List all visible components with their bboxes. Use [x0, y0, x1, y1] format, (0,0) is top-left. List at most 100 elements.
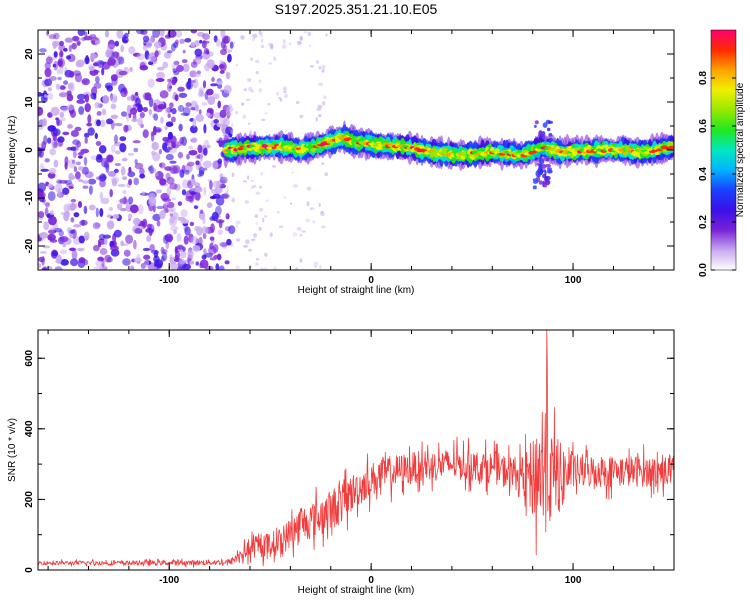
spectrogram-noise-cell	[182, 263, 192, 270]
spectrogram-noise-cell	[273, 266, 277, 270]
spectrogram-noise-cell	[148, 196, 157, 207]
spectrogram-noise-cell	[174, 94, 179, 102]
spectrogram-noise-cell	[168, 85, 172, 89]
spectrogram-noise-cell	[194, 187, 203, 193]
spectrogram-noise-cell	[201, 254, 207, 260]
spectrogram-noise-cell	[230, 129, 234, 135]
spectrogram-noise-cell	[84, 93, 90, 103]
spectrogram-noise-cell	[265, 199, 270, 203]
spectrogram-noise-cell	[128, 178, 133, 186]
spectrogram-noise-cell	[107, 170, 117, 177]
spectrogram-noise-cell	[184, 226, 191, 236]
spectrogram-noise-cell	[227, 53, 232, 63]
spectrogram-noise-cell	[127, 171, 136, 178]
spectrogram-broadband-cell	[538, 163, 541, 171]
spectrogram-noise-cell	[203, 123, 207, 134]
spectrogram-noise-cell	[74, 126, 82, 132]
spectrogram-noise-cell	[318, 114, 322, 118]
spectrogram-noise-cell	[39, 250, 47, 254]
spectrogram-noise-cell	[216, 180, 222, 189]
spectrogram-noise-cell	[88, 66, 95, 72]
spectrogram-noise-cell	[40, 191, 46, 199]
spectrogram-noise-cell	[171, 197, 176, 201]
spectrogram-noise-cell	[195, 261, 199, 266]
spectrogram-noise-cell	[142, 247, 151, 252]
spectrogram-noise-cell	[120, 166, 126, 176]
x-tick-label: 0	[368, 275, 374, 286]
spectrogram-noise-cell	[104, 30, 110, 38]
spectrogram-noise-cell	[192, 73, 202, 77]
spectrogram-noise-cell	[129, 67, 133, 72]
spectrogram-noise-cell	[258, 226, 262, 231]
spectrogram-noise-cell	[118, 56, 125, 65]
spectrogram-noise-cell	[75, 161, 81, 166]
spectrogram-noise-cell	[59, 249, 68, 255]
spectrogram-noise-cell	[84, 132, 90, 138]
spectrogram-noise-cell	[180, 112, 190, 116]
spectrogram-noise-cell	[162, 197, 172, 203]
spectrogram-noise-cell	[92, 69, 100, 74]
spectrogram-noise-cell	[105, 49, 112, 58]
spectrogram-noise-cell	[68, 175, 76, 180]
spectrogram-noise-cell	[82, 185, 89, 189]
spectrogram-noise-cell	[49, 210, 54, 216]
spectrogram-noise-cell	[170, 207, 176, 213]
spectrogram-noise-cell	[159, 162, 166, 169]
spectrogram-noise-cell	[261, 38, 264, 43]
spectrogram-noise-cell	[159, 210, 166, 220]
spectrogram-signal-cell	[300, 148, 307, 153]
spectrogram-noise-cell	[131, 118, 138, 123]
spectrogram-noise-cell	[153, 102, 157, 112]
spectrogram-noise-cell	[305, 218, 310, 223]
spectrogram-noise-cell	[318, 66, 322, 70]
spectrogram-noise-cell	[167, 30, 177, 38]
spectrogram-noise-cell	[178, 92, 188, 98]
spectrogram-noise-cell	[104, 238, 108, 246]
colorbar-ticks: 0.0 0.2 0.4 0.6 0.8	[698, 71, 736, 277]
spectrogram-noise-cell	[59, 85, 66, 90]
spectrogram-noise-cell	[76, 247, 85, 252]
spectrogram-noise-cell	[52, 63, 57, 68]
spectrogram-noise-cell	[87, 114, 92, 124]
spectrogram-noise-cell	[177, 104, 185, 113]
spectrogram-noise-cell	[174, 250, 181, 260]
spectrogram-noise-cell	[152, 152, 161, 162]
spectrogram-noise-cell	[216, 38, 221, 48]
spectrogram-signal-cell	[646, 148, 654, 151]
spectrogram-noise-cell	[228, 36, 231, 42]
spectrogram-noise-cell	[321, 64, 326, 70]
spectrogram-noise-cell	[320, 211, 325, 217]
spectrogram-noise-cell	[72, 70, 81, 76]
spectrogram-noise-cell	[206, 144, 211, 149]
colorbar-label: Normalized spectral amplitude	[735, 82, 746, 217]
spectrogram-noise-cell	[70, 198, 77, 203]
spectrogram-noise-cell	[264, 252, 268, 257]
spectrogram-noise-cell	[252, 33, 258, 39]
spectrogram-noise-cell	[142, 107, 148, 112]
spectrogram-noise-cell	[219, 109, 227, 118]
spectrogram-noise-cell	[160, 116, 164, 124]
spectrogram-noise-cell	[120, 111, 128, 117]
spectrogram-noise-cell	[92, 222, 101, 230]
spectrogram-noise-cell	[226, 106, 234, 113]
spectrogram-noise-cell	[219, 242, 228, 247]
spectrogram-noise-cell	[175, 30, 183, 38]
spectrogram-noise-cell	[66, 55, 71, 60]
spectrogram-noise-cell	[128, 46, 136, 54]
spectrogram-noise-cell	[173, 60, 180, 66]
spectrogram-noise-cell	[202, 80, 207, 89]
snr-panel: -100 0 100 0 200 400 600 Height of straight li…	[7, 329, 675, 596]
spectrogram-noise-cell	[169, 183, 178, 190]
spectrogram-noise-cell	[38, 143, 42, 147]
spectrogram-noise-cell	[53, 32, 60, 40]
spectrogram-noise-cell	[209, 242, 214, 250]
spectrogram-noise-cell	[66, 93, 74, 102]
spectrogram-noise-cell	[101, 174, 107, 181]
spectrogram-noise-cell	[42, 266, 48, 270]
spectrogram-noise-cell	[151, 141, 159, 151]
spectrogram-noise-cell	[162, 61, 169, 69]
spectrogram-noise-cell	[57, 187, 61, 198]
spectrogram-noise-cell	[127, 213, 133, 219]
spectrogram-noise-cell	[154, 259, 164, 268]
